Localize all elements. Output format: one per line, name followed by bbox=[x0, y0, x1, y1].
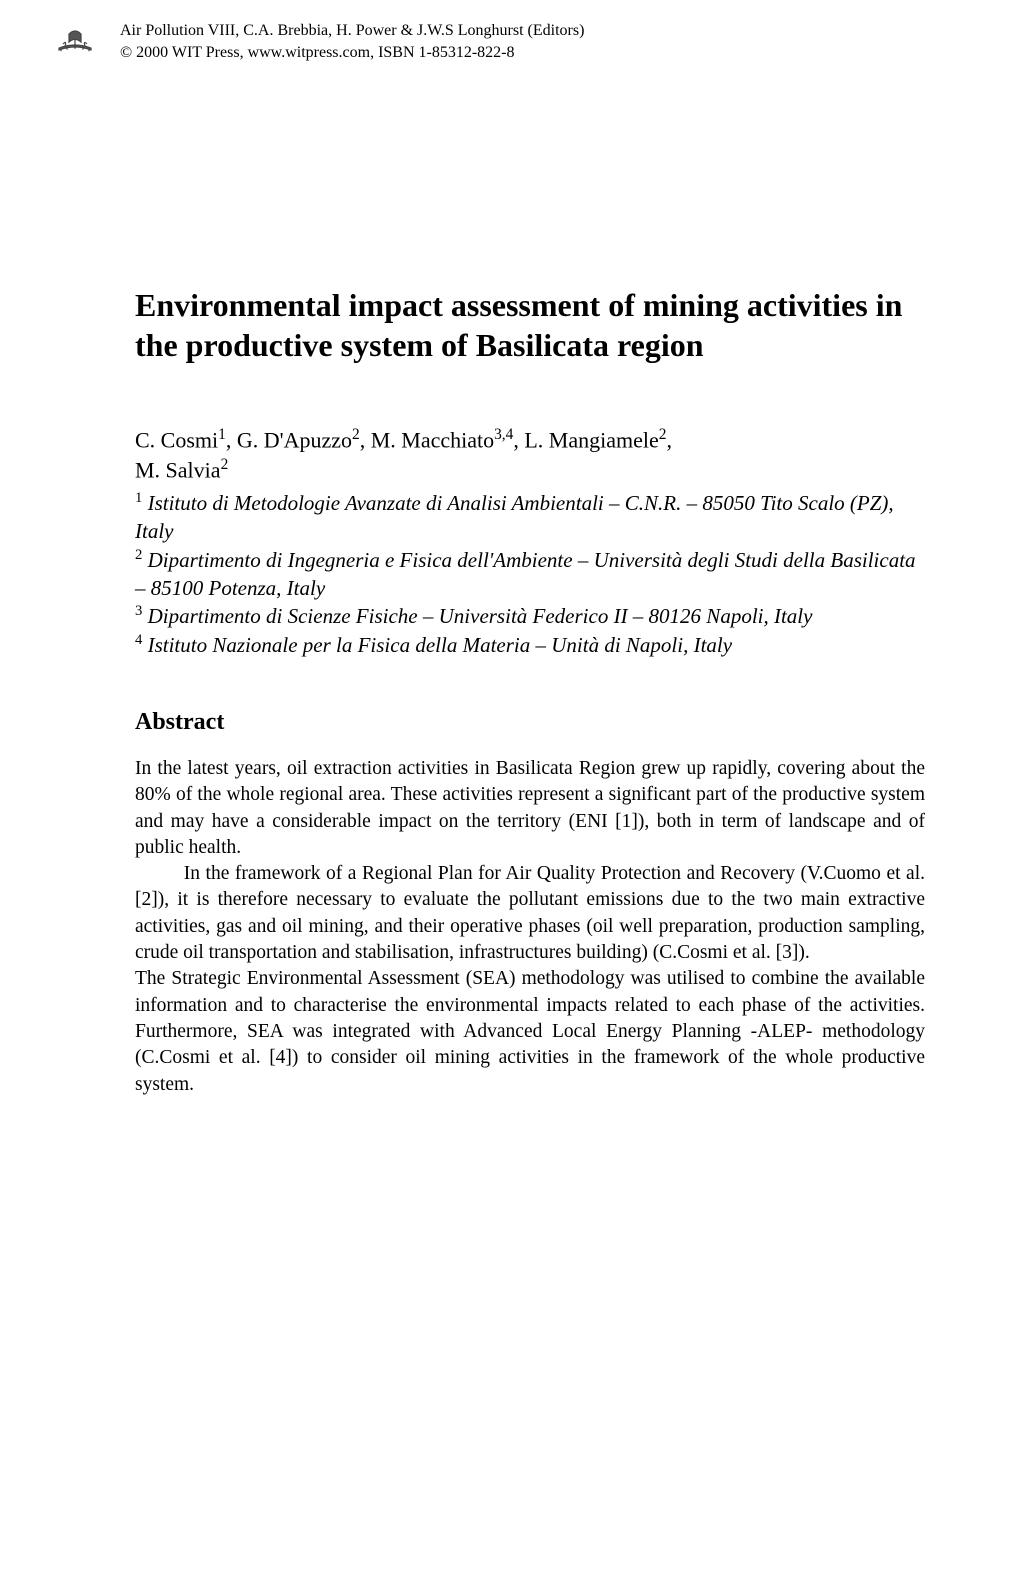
abstract-paragraph-1: In the latest years, oil extraction acti… bbox=[135, 756, 925, 861]
abstract-body: In the latest years, oil extraction acti… bbox=[135, 756, 925, 1098]
abstract-paragraph-3: The Strategic Environmental Assessment (… bbox=[135, 966, 925, 1098]
affiliation-4: 4 Istituto Nazionale per la Fisica della… bbox=[135, 631, 925, 659]
affiliation-1: 1 Istituto di Metodologie Avanzate di An… bbox=[135, 489, 925, 546]
publisher-logo-icon bbox=[55, 20, 95, 60]
paper-page: Air Pollution VIII, C.A. Brebbia, H. Pow… bbox=[0, 0, 1020, 1158]
paper-title: Environmental impact assessment of minin… bbox=[135, 285, 925, 365]
abstract-heading: Abstract bbox=[135, 709, 925, 736]
header-line-2: © 2000 WIT Press, www.witpress.com, ISBN… bbox=[120, 42, 584, 64]
page-header: Air Pollution VIII, C.A. Brebbia, H. Pow… bbox=[135, 20, 925, 65]
header-citation: Air Pollution VIII, C.A. Brebbia, H. Pow… bbox=[120, 20, 584, 65]
affiliation-3: 3 Dipartimento di Scienze Fisiche – Univ… bbox=[135, 602, 925, 630]
abstract-paragraph-2: In the framework of a Regional Plan for … bbox=[135, 861, 925, 966]
header-line-1: Air Pollution VIII, C.A. Brebbia, H. Pow… bbox=[120, 20, 584, 42]
authors-list: C. Cosmi1, G. D'Apuzzo2, M. Macchiato3,4… bbox=[135, 425, 925, 485]
affiliations-block: 1 Istituto di Metodologie Avanzate di An… bbox=[135, 489, 925, 659]
affiliation-2: 2 Dipartimento di Ingegneria e Fisica de… bbox=[135, 546, 925, 603]
